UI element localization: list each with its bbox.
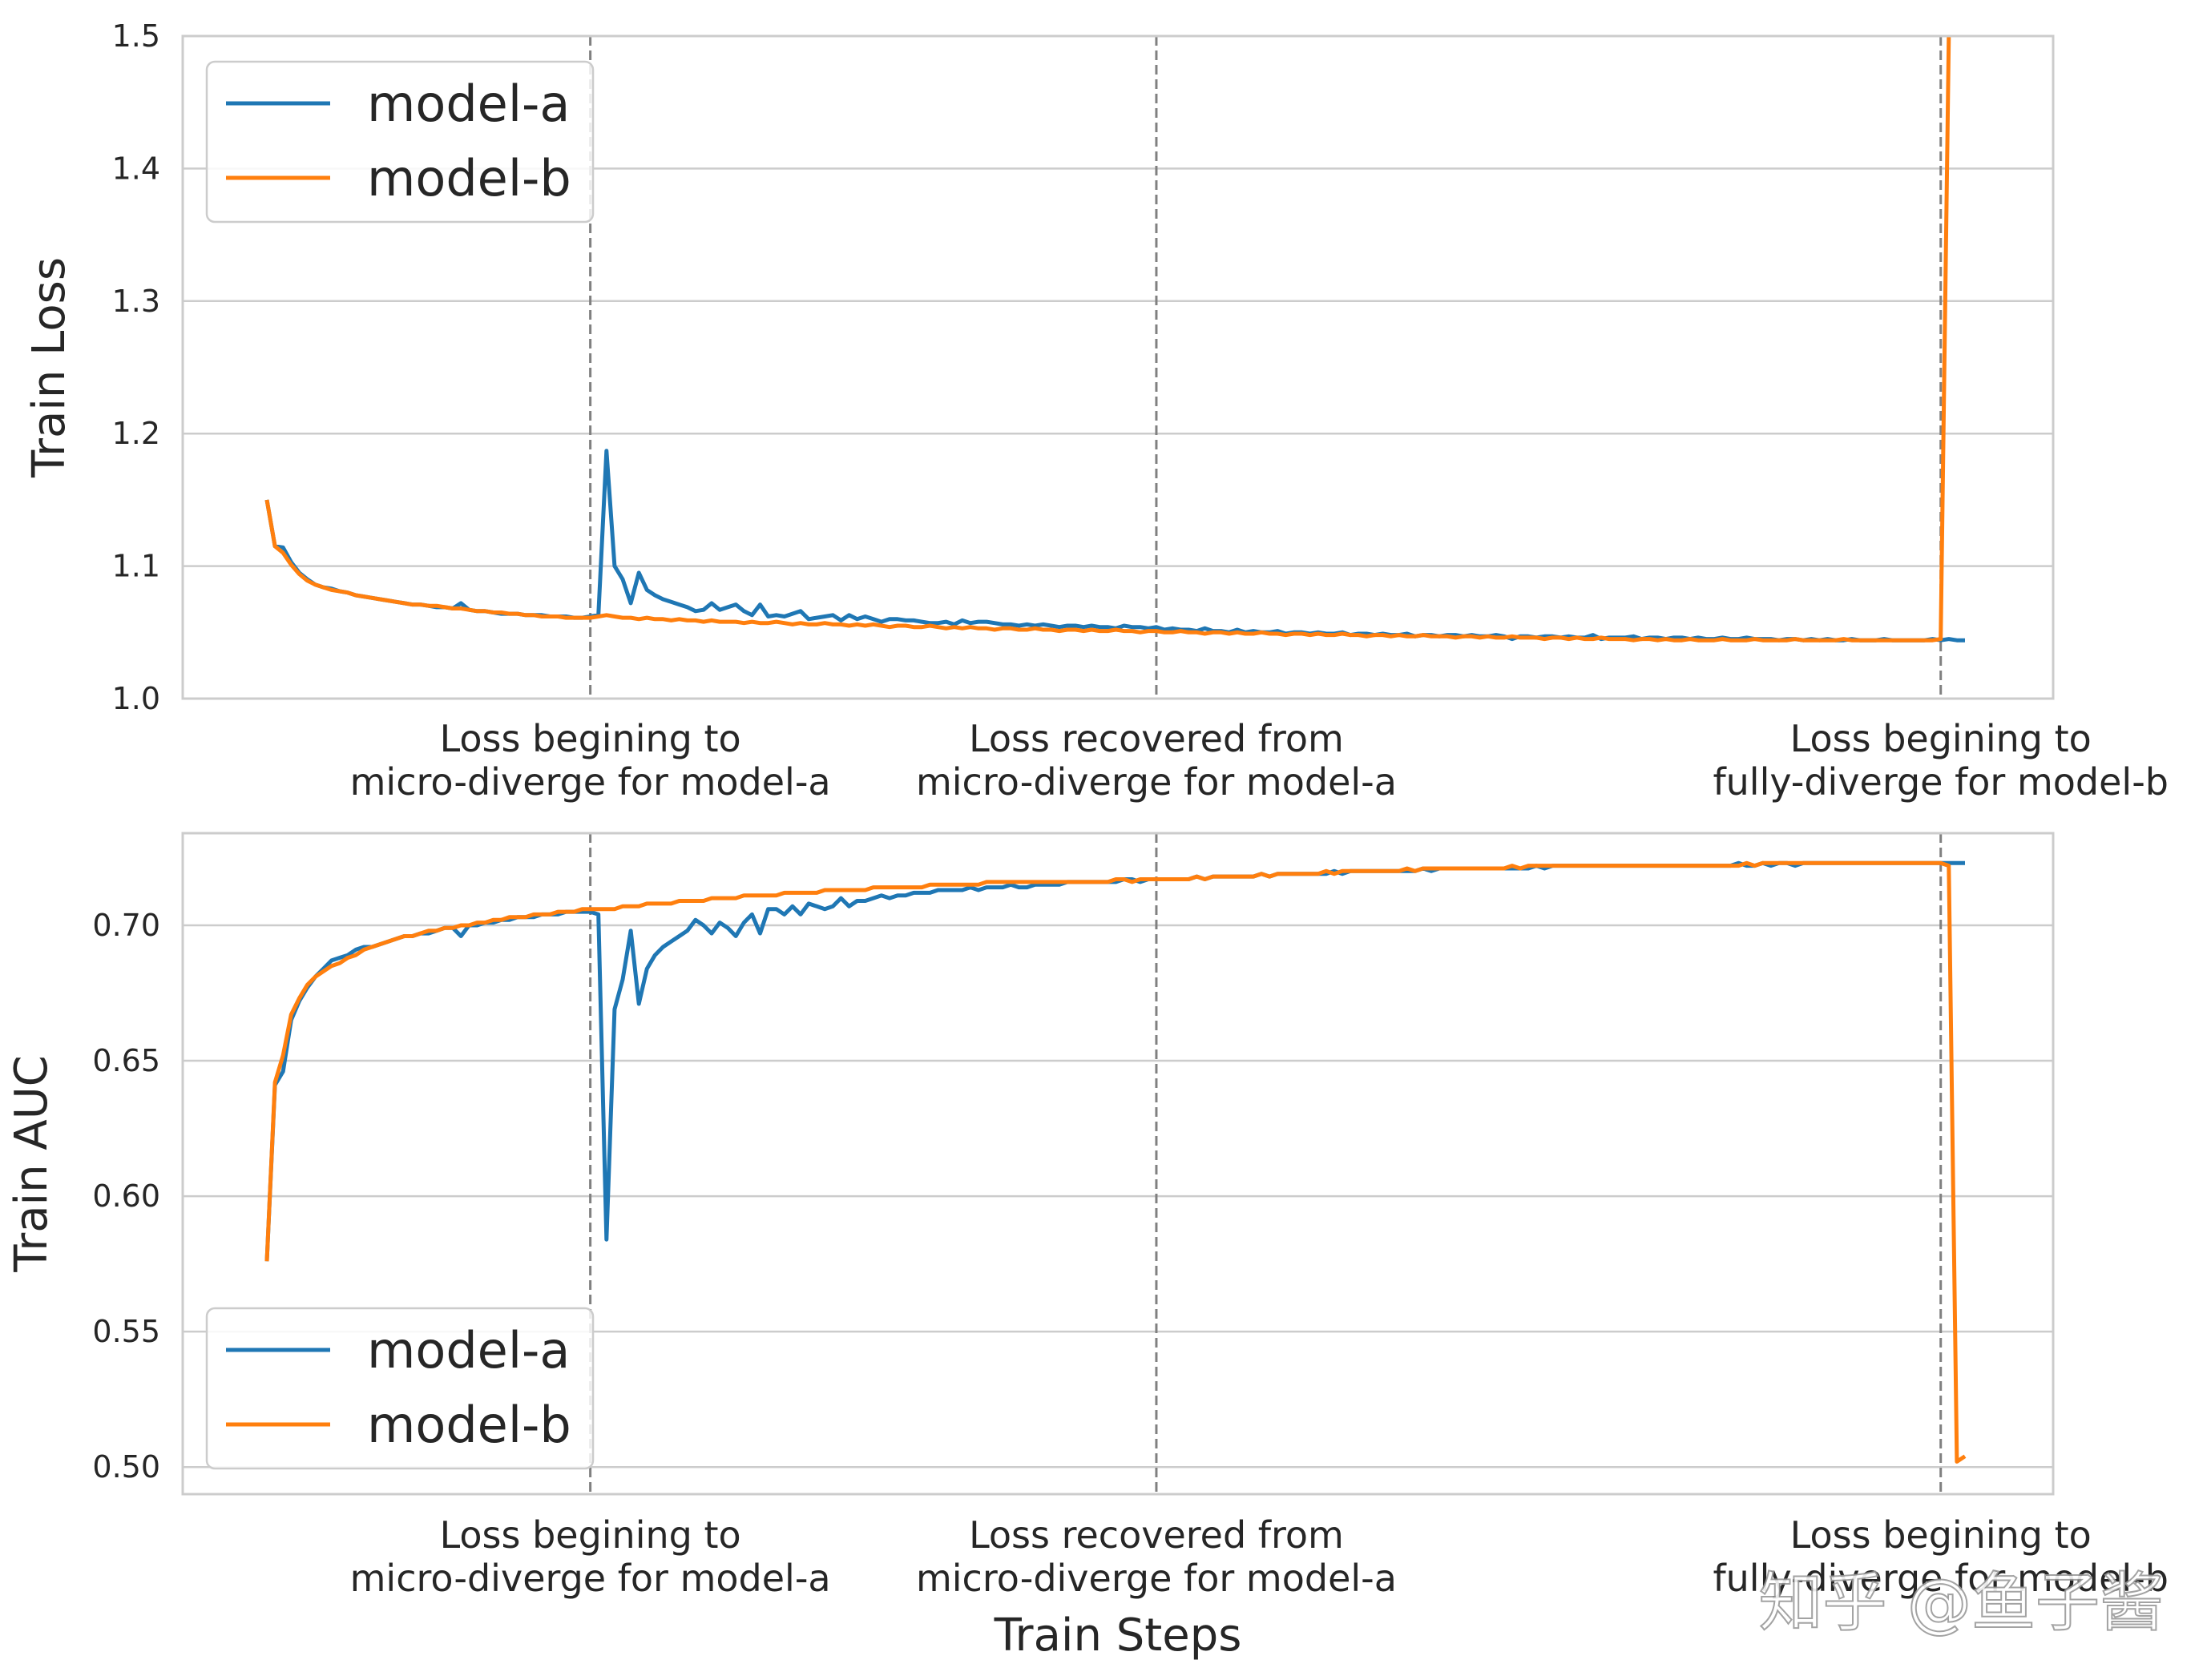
x-tick-label: micro-diverge for model-a bbox=[350, 760, 831, 804]
x-tick-label: fully-diverge for model-b bbox=[1713, 760, 2169, 804]
y-tick-label: 1.3 bbox=[112, 284, 160, 319]
x-tick-label: Loss begining to bbox=[440, 1513, 741, 1557]
x-tick-label: micro-diverge for model-a bbox=[916, 1557, 1397, 1600]
y-axis-label: Train Loss bbox=[23, 257, 75, 478]
watermark-text: 知乎 @鱼子酱 bbox=[1759, 1565, 2164, 1640]
series-line-model-b bbox=[264, 860, 1967, 1464]
legend-label: model-b bbox=[367, 149, 571, 207]
x-tick-label: Loss recovered from bbox=[969, 717, 1344, 760]
series-line-model-a bbox=[264, 449, 1965, 643]
x-tick-label: fully-diverge for model-b bbox=[1713, 1557, 2169, 1600]
y-tick-label: 1.5 bbox=[112, 18, 160, 54]
legend: model-a model-b bbox=[205, 60, 595, 224]
y-tick-label: 1.2 bbox=[112, 416, 160, 451]
x-tick-label: Loss begining to bbox=[1790, 717, 2092, 760]
x-tick-label: Loss begining to bbox=[440, 717, 741, 760]
x-axis-label: Train Steps bbox=[994, 1609, 1242, 1662]
y-tick-label: 0.65 bbox=[92, 1043, 160, 1078]
y-axis-label: Train AUC bbox=[6, 1055, 58, 1273]
y-tick-label: 1.0 bbox=[112, 681, 160, 716]
x-tick-label: micro-diverge for model-a bbox=[916, 760, 1397, 804]
axes-frame bbox=[181, 832, 2055, 1496]
legend: model-a model-b bbox=[205, 1307, 595, 1470]
series-line-model-a bbox=[264, 860, 1965, 1262]
y-tick-label: 0.55 bbox=[92, 1314, 160, 1349]
legend-label: model-a bbox=[367, 75, 570, 133]
y-tick-label: 1.4 bbox=[112, 151, 160, 186]
legend-label: model-b bbox=[367, 1396, 571, 1454]
series-line-model-b bbox=[264, 36, 1951, 643]
x-tick-label: micro-diverge for model-a bbox=[350, 1557, 831, 1600]
y-tick-label: 0.60 bbox=[92, 1178, 160, 1214]
x-tick-label: Loss recovered from bbox=[969, 1513, 1344, 1557]
axes-frame bbox=[181, 34, 2055, 700]
y-tick-label: 0.70 bbox=[92, 908, 160, 943]
x-tick-label: Loss begining to bbox=[1790, 1513, 2092, 1557]
y-tick-label: 1.1 bbox=[112, 549, 160, 584]
legend-label: model-a bbox=[367, 1321, 570, 1380]
y-tick-label: 0.50 bbox=[92, 1449, 160, 1485]
